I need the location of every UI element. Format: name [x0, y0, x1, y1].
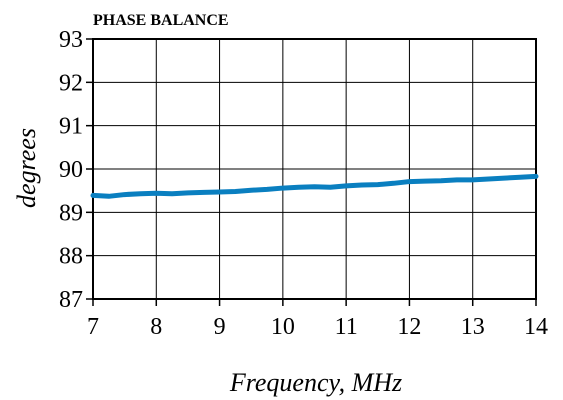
series-line: [90, 173, 539, 199]
tick-marks: [86, 38, 537, 306]
x-tick-label: 14: [524, 314, 548, 340]
x-tick-label: 10: [271, 314, 295, 340]
y-tick-label: 87: [59, 287, 83, 313]
y-tick-label: 88: [59, 244, 83, 270]
y-tick-labels: 87 88 89 90 91 92 93: [59, 27, 83, 313]
x-tick-label: 7: [87, 314, 99, 340]
y-tick-label: 93: [59, 27, 83, 53]
chart-title: PHASE BALANCE: [93, 12, 229, 29]
x-tick-label: 9: [214, 314, 226, 340]
y-tick-label: 91: [59, 114, 83, 140]
x-axis-label: Frequency, MHz: [229, 368, 402, 397]
x-tick-labels: 7 8 9 10 11 12 13 14: [87, 314, 548, 340]
y-tick-label: 89: [59, 200, 83, 226]
y-tick-label: 92: [59, 70, 83, 96]
x-tick-label: 8: [150, 314, 162, 340]
y-tick-label: 90: [59, 157, 83, 183]
x-tick-label: 12: [397, 314, 421, 340]
x-tick-label: 13: [461, 314, 485, 340]
x-tick-label: 11: [335, 314, 358, 340]
grid: [93, 39, 536, 299]
y-axis-label: degrees: [12, 128, 41, 208]
